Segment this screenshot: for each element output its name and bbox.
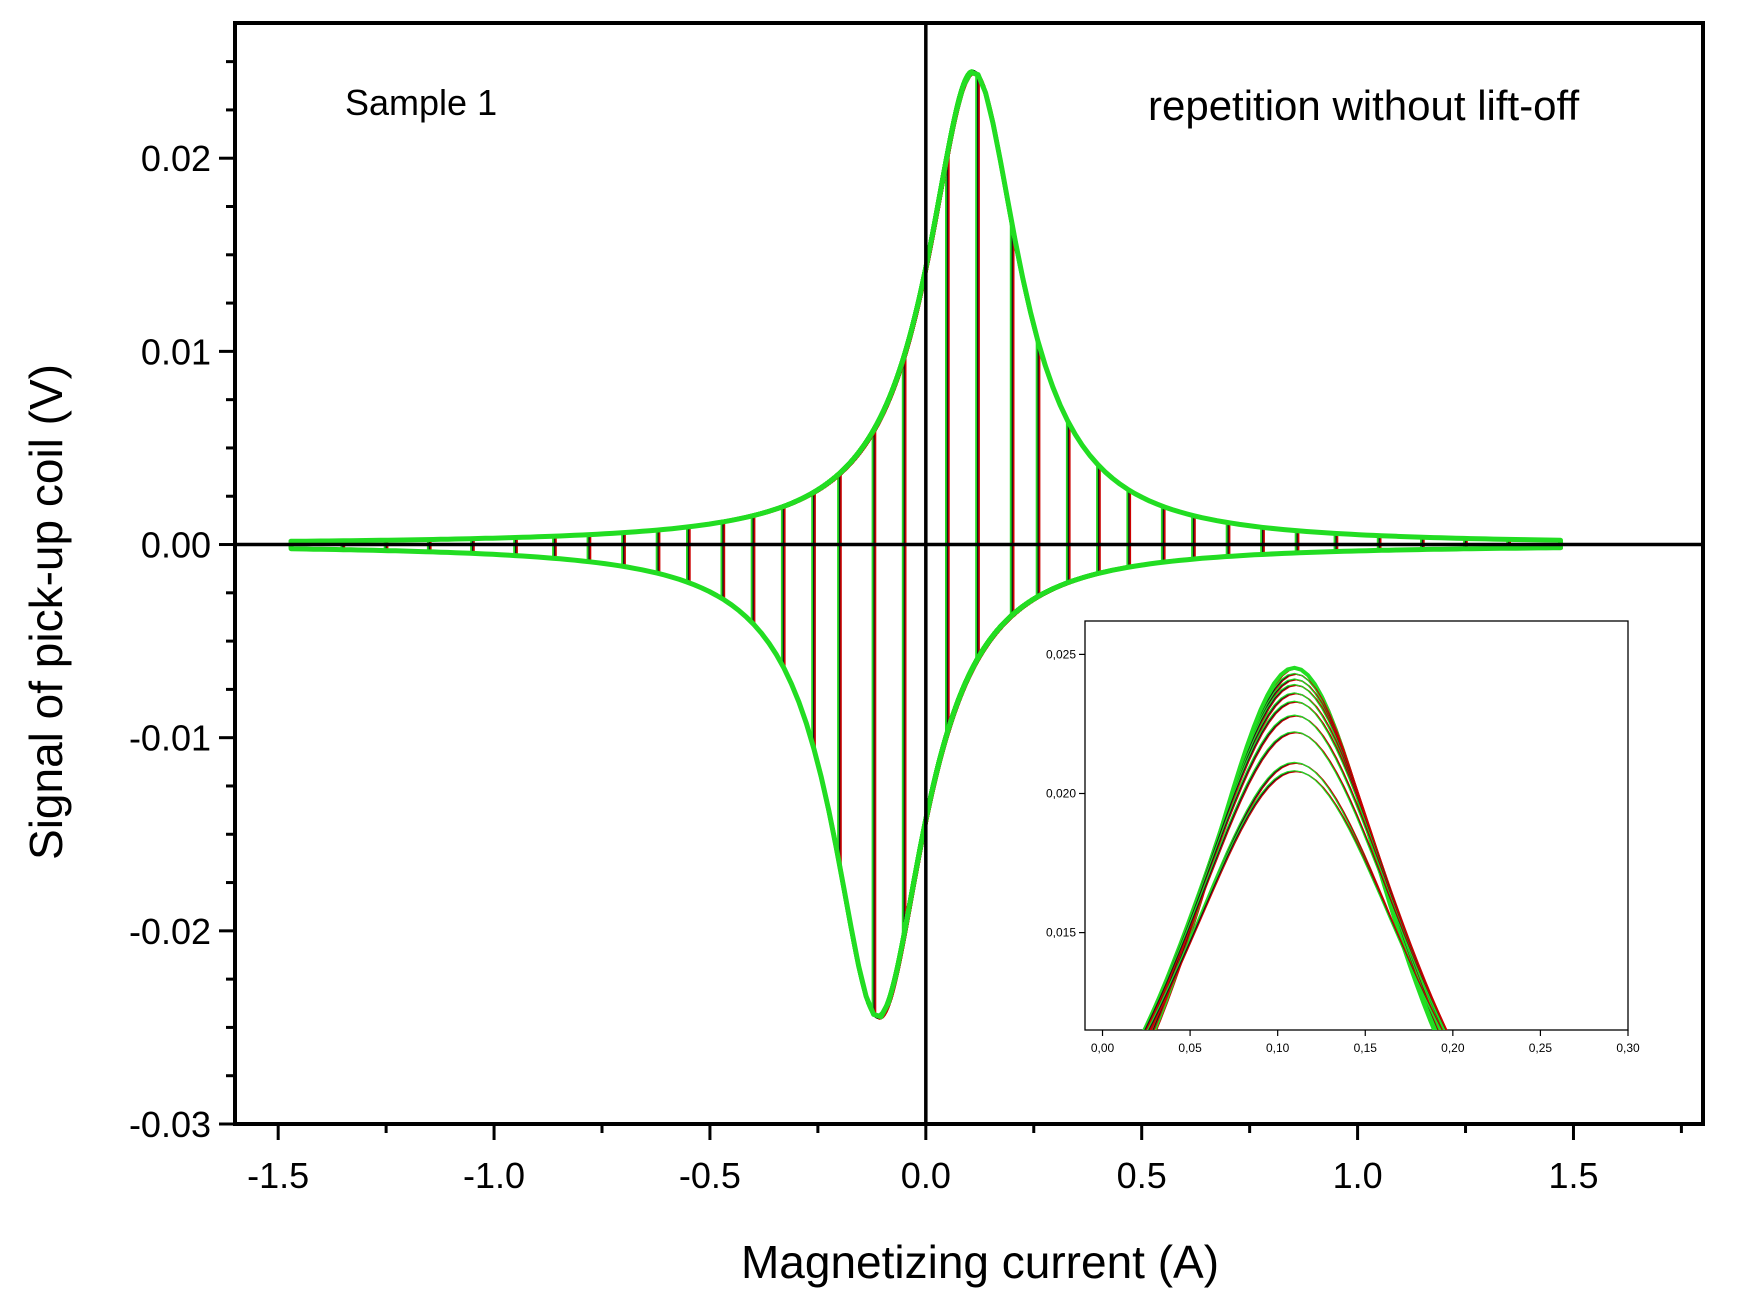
y-tick-label: 0.01 <box>141 331 211 372</box>
inset-x-tick-label: 0,10 <box>1266 1041 1290 1055</box>
x-tick-label: -1.0 <box>463 1155 525 1196</box>
inset-curve-green <box>1146 770 1442 1030</box>
inset-loop <box>1142 731 1447 1030</box>
x-axis-title: Magnetizing current (A) <box>741 1236 1219 1288</box>
y-tick-label: -0.03 <box>129 1104 211 1145</box>
inset-curve-red <box>1145 732 1447 1030</box>
inset-x-tick-label: 0,20 <box>1441 1041 1465 1055</box>
inset-x-tick-label: 0,30 <box>1616 1041 1640 1055</box>
inset-x-tick-label: 0,25 <box>1529 1041 1553 1055</box>
y-tick-label: -0.01 <box>129 718 211 759</box>
annotation-sample: Sample 1 <box>345 82 497 123</box>
y-tick-label: 0.00 <box>141 525 211 566</box>
inset-x-tick-label: 0,00 <box>1091 1041 1115 1055</box>
y-tick-label: 0.02 <box>141 138 211 179</box>
inset-curve-red <box>1149 771 1444 1030</box>
main-plot-axes: -1.5 -1.0 -0.5 0.0 0.5 1.0 1.5 -0.03 -0.02 -0.01 0… <box>129 21 1705 1196</box>
inset-y-tick-label: 0,015 <box>1046 926 1076 940</box>
y-tick-label: -0.02 <box>129 911 211 952</box>
x-tick-label: -0.5 <box>679 1155 741 1196</box>
x-tick-label: 1.0 <box>1333 1155 1383 1196</box>
inset-curve-green <box>1142 731 1446 1030</box>
x-tick-label: 1.5 <box>1548 1155 1598 1196</box>
outer-loop-envelope <box>288 69 1563 1020</box>
inset-curve-green <box>1142 714 1447 1030</box>
inset-y-tick-label: 0,020 <box>1046 787 1076 801</box>
x-tick-label: 0.0 <box>901 1155 951 1196</box>
x-tick-label: 0.5 <box>1117 1155 1167 1196</box>
inset-curve-black <box>1147 770 1443 1030</box>
y-axis-title: Signal of pick-up coil (V) <box>20 364 72 860</box>
inset-x-tick-label: 0,05 <box>1178 1041 1202 1055</box>
plot-frame <box>233 21 1705 1126</box>
annotation-repetition: repetition without lift-off <box>1148 82 1579 129</box>
inset-loop <box>1146 770 1444 1030</box>
inset-y-tick-label: 0,025 <box>1046 647 1076 661</box>
inset-curve-black <box>1144 731 1447 1030</box>
inset-frame <box>1084 620 1629 1031</box>
inset-x-tick-label: 0,15 <box>1354 1041 1378 1055</box>
inset-plot: 0,00 0,05 0,10 0,15 0,20 0,25 0,30 0,015 0,020 0,… <box>1046 620 1640 1055</box>
x-tick-label: -1.5 <box>247 1155 309 1196</box>
main-plot-curves <box>288 69 1563 1020</box>
inset-curves <box>1142 665 1448 1030</box>
